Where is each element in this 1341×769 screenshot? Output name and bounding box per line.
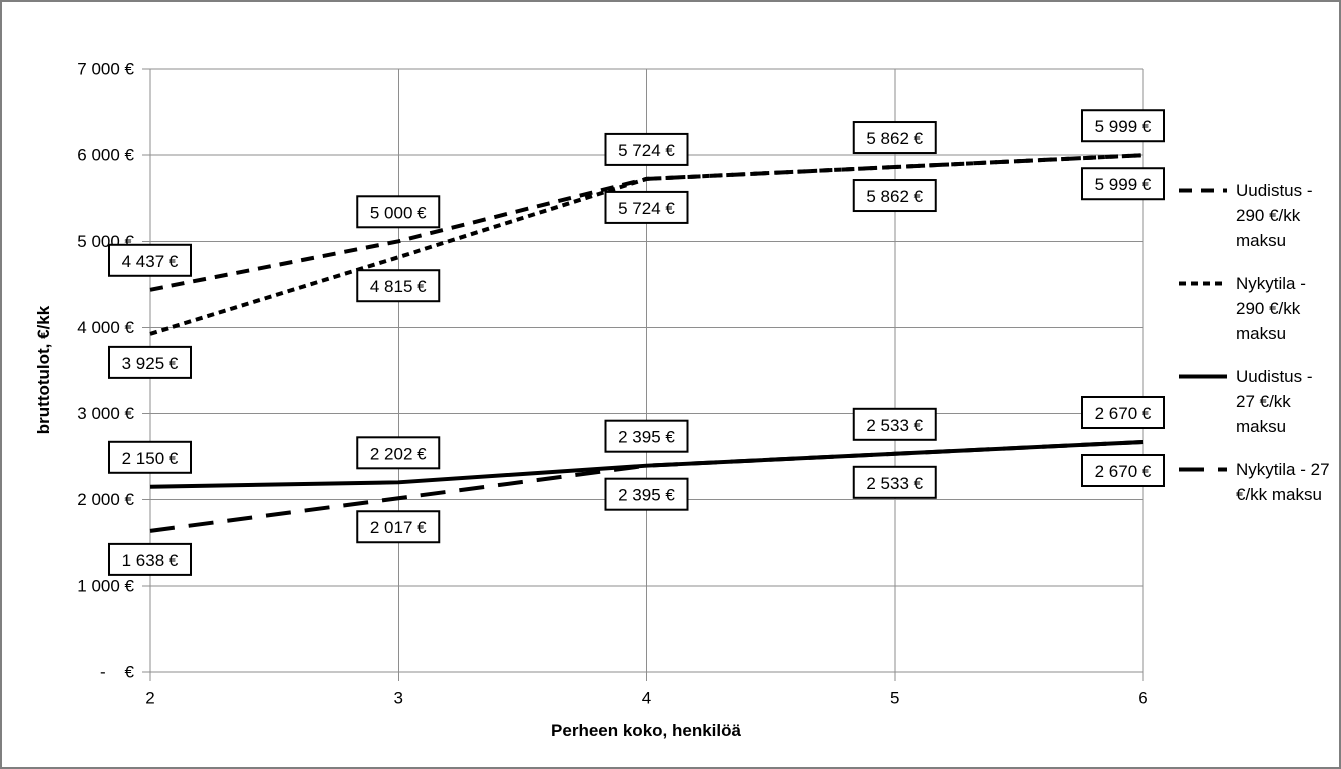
data-label-box	[852, 179, 937, 213]
data-label: 4 437 €	[122, 252, 179, 271]
data-label-box	[1081, 167, 1165, 201]
legend-entry-label: Nykytila - 27 €/kk maksu	[1236, 460, 1330, 504]
data-label: 2 017 €	[370, 518, 427, 537]
data-label-box	[604, 190, 689, 224]
data-label-box	[604, 419, 689, 453]
legend-entry-3: Nykytila - 27 €/kk maksu	[1179, 457, 1339, 507]
data-label-box	[108, 345, 192, 379]
y-axis-title: bruttotulot, €/kk	[34, 305, 53, 435]
data-label-box	[852, 407, 937, 441]
series-line-3	[149, 440, 1144, 533]
data-label: 5 862 €	[866, 187, 923, 206]
data-label: 5 724 €	[618, 141, 675, 160]
x-tick-label: 3	[394, 689, 403, 708]
data-label: 2 670 €	[1095, 462, 1152, 481]
data-label-box	[356, 195, 441, 229]
data-label: 5 724 €	[618, 199, 675, 218]
data-label-box	[1081, 395, 1165, 429]
data-label: 1 638 €	[122, 551, 179, 570]
data-label: 3 925 €	[122, 354, 179, 373]
data-label-box	[1081, 453, 1165, 487]
x-axis-title: Perheen koko, henkilöä	[551, 721, 741, 740]
legend: Uudistus - 290 €/kk maksu Nykytila - 290 …	[1179, 178, 1339, 525]
data-label-box	[1081, 109, 1165, 143]
data-label-box	[356, 436, 441, 470]
data-label: 2 202 €	[370, 444, 427, 463]
data-label: 2 533 €	[866, 474, 923, 493]
data-label-box	[108, 440, 192, 474]
data-label-box	[604, 132, 689, 166]
data-label-box	[356, 510, 441, 544]
series-line-1	[149, 153, 1144, 336]
data-label-box	[108, 542, 192, 576]
data-label-box	[852, 121, 937, 155]
legend-key-icon	[1179, 467, 1227, 472]
legend-entry-2: Uudistus - 27 €/kk maksu	[1179, 364, 1339, 439]
y-tick-label: 6 000 €	[77, 146, 134, 165]
legend-entry-label: Uudistus - 290 €/kk maksu	[1236, 181, 1313, 250]
data-label: 2 150 €	[122, 449, 179, 468]
data-label: 5 862 €	[866, 129, 923, 148]
y-tick-label: 1 000 €	[77, 576, 134, 595]
data-label-box	[604, 477, 689, 511]
x-tick-label: 5	[890, 689, 899, 708]
y-tick-label: 4 000 €	[77, 318, 134, 337]
x-tick-label: 4	[642, 689, 651, 708]
y-tick-label: 2 000 €	[77, 490, 134, 509]
legend-key-icon	[1179, 188, 1227, 193]
data-label-box	[356, 269, 441, 303]
data-label: 5 999 €	[1095, 117, 1152, 136]
legend-entry-label: Nykytila - 290 €/kk maksu	[1236, 274, 1306, 343]
x-tick-label: 6	[1138, 689, 1147, 708]
legend-key-icon	[1179, 281, 1227, 286]
data-label-box	[852, 465, 937, 499]
data-label: 2 533 €	[866, 416, 923, 435]
data-label: 2 670 €	[1095, 404, 1152, 423]
y-tick-label: 7 000 €	[77, 60, 134, 79]
legend-entry-label: Uudistus - 27 €/kk maksu	[1236, 367, 1313, 436]
legend-entry-1: Nykytila - 290 €/kk maksu	[1179, 271, 1339, 346]
data-label: 5 999 €	[1095, 175, 1152, 194]
x-tick-label: 2	[145, 689, 154, 708]
y-tick-label: 3 000 €	[77, 404, 134, 423]
legend-key-icon	[1179, 374, 1227, 379]
data-label: 2 395 €	[618, 486, 675, 505]
legend-entry-0: Uudistus - 290 €/kk maksu	[1179, 178, 1339, 253]
data-label: 4 815 €	[370, 277, 427, 296]
data-label: 5 000 €	[370, 203, 427, 222]
data-label-box	[108, 243, 192, 277]
y-tick-label: - €	[100, 663, 135, 682]
data-label: 2 395 €	[618, 428, 675, 447]
